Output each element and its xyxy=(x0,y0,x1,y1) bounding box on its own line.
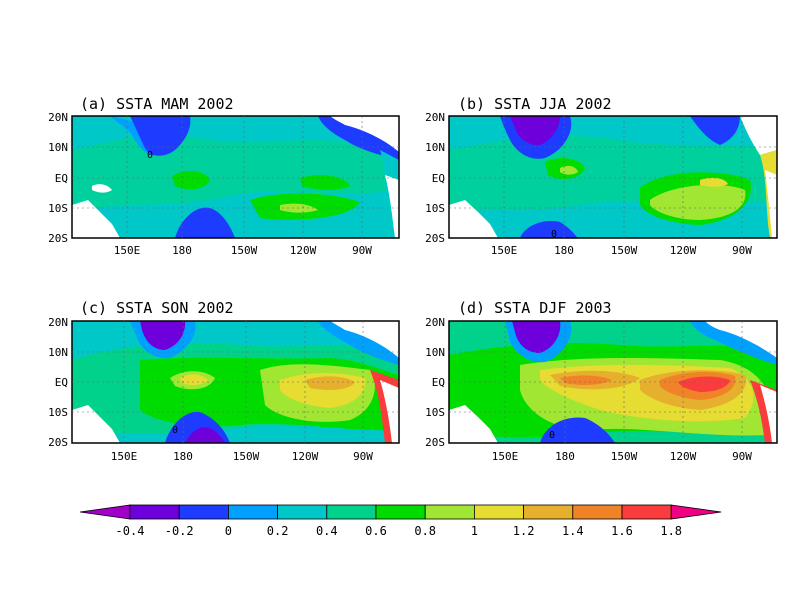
colorbar-swatch xyxy=(326,504,377,520)
x-tick-label: 120W xyxy=(670,450,697,463)
colorbar-tick-label: 1.4 xyxy=(562,524,584,538)
colorbar-swatch xyxy=(473,504,524,520)
panel-a-frame xyxy=(71,115,400,239)
colorbar-tick-label: 1 xyxy=(471,524,478,538)
colorbar-swatch xyxy=(670,504,722,520)
colorbar-swatch xyxy=(227,504,278,520)
y-tick-label: 10S xyxy=(48,202,68,215)
x-tick-label: 90W xyxy=(353,450,373,463)
colorbar-tick-label: 1.2 xyxy=(513,524,535,538)
y-tick-label: 10N xyxy=(425,141,445,154)
colorbar-tick-label: 0 xyxy=(225,524,232,538)
x-tick-label: 150W xyxy=(231,244,258,257)
panel-b-title: (b) SSTA JJA 2002 xyxy=(458,95,612,113)
colorbar-tick-label: 1.8 xyxy=(660,524,682,538)
panel-d-title: (d) SSTA DJF 2003 xyxy=(458,299,612,317)
x-tick-label: 90W xyxy=(732,244,752,257)
panel-c-title: (c) SSTA SON 2002 xyxy=(80,299,234,317)
panel-d-gridlines xyxy=(449,321,777,443)
y-tick-label: 10S xyxy=(425,202,445,215)
colorbar-swatch xyxy=(129,504,180,520)
x-tick-label: 120W xyxy=(670,244,697,257)
contour-label: 0 xyxy=(147,150,153,161)
contour-label: 0 xyxy=(551,229,557,240)
colorbar-swatch xyxy=(621,504,672,520)
y-tick-label: 10N xyxy=(48,346,68,359)
colorbar-tick-label: -0.4 xyxy=(116,524,145,538)
x-tick-label: 120W xyxy=(290,244,317,257)
y-tick-label: 10N xyxy=(425,346,445,359)
contour-label: 0 xyxy=(172,425,178,436)
y-tick-label: 10S xyxy=(425,406,445,419)
panel-a: (a) SSTA MAM 2002 0 20N 10N xyxy=(48,95,400,257)
x-tick-label: 150W xyxy=(611,450,638,463)
colorbar-swatch xyxy=(424,504,475,520)
panel-d-x-axis: 150E 180 150W 120W 90W xyxy=(492,450,753,463)
x-tick-label: 180 xyxy=(554,244,574,257)
y-tick-label: EQ xyxy=(432,376,445,389)
colorbar-swatch xyxy=(79,504,131,520)
panel-b: (b) SSTA JJA 2002 0 20N 10N xyxy=(425,95,778,257)
y-tick-label: 20N xyxy=(425,111,445,124)
y-tick-label: 20S xyxy=(425,436,445,449)
panel-c-y-axis: 20N 10N EQ 10S 20S xyxy=(48,316,68,449)
colorbar-tick-label: -0.2 xyxy=(165,524,194,538)
colorbar-tick-label: 1.6 xyxy=(611,524,633,538)
panel-c: (c) SSTA SON 2002 0 20N xyxy=(48,299,400,463)
colorbar: -0.4 -0.2 0 0.2 0.4 0.6 0.8 1 1.2 1.4 1.6 1.8 xyxy=(79,504,722,538)
colorbar-tick-label: 0.8 xyxy=(414,524,436,538)
colorbar-tick-label: 0.4 xyxy=(316,524,338,538)
panel-a-y-axis: 20N 10N EQ 10S 20S xyxy=(48,111,68,245)
y-tick-label: 20S xyxy=(48,436,68,449)
panel-b-gridlines xyxy=(449,116,777,238)
y-tick-label: 20N xyxy=(48,316,68,329)
panel-a-title: (a) SSTA MAM 2002 xyxy=(80,95,234,113)
colorbar-swatches xyxy=(79,504,722,520)
panel-c-x-axis: 150E 180 150W 120W 90W xyxy=(111,450,374,463)
panel-a-x-axis: 150E 180 150W 120W 90W xyxy=(114,244,373,257)
x-tick-label: 150E xyxy=(491,244,518,257)
x-tick-label: 150E xyxy=(114,244,141,257)
colorbar-swatch xyxy=(375,504,426,520)
y-tick-label: EQ xyxy=(432,172,445,185)
y-tick-label: 10N xyxy=(48,141,68,154)
x-tick-label: 150W xyxy=(611,244,638,257)
x-tick-label: 150W xyxy=(233,450,260,463)
panel-b-y-axis: 20N 10N EQ 10S 20S xyxy=(425,111,445,245)
colorbar-swatch xyxy=(572,504,623,520)
x-tick-label: 150E xyxy=(492,450,519,463)
panel-a-gridlines xyxy=(72,116,399,238)
panel-d: (d) SSTA DJF 2003 0 20N xyxy=(425,299,778,463)
colorbar-tick-label: 0.2 xyxy=(267,524,289,538)
colorbar-swatch xyxy=(277,504,328,520)
x-tick-label: 180 xyxy=(173,450,193,463)
colorbar-swatch xyxy=(178,504,229,520)
x-tick-label: 180 xyxy=(172,244,192,257)
panel-c-gridlines xyxy=(72,321,399,443)
colorbar-tick-label: 0.6 xyxy=(365,524,387,538)
colorbar-swatch xyxy=(523,504,574,520)
panel-b-frame xyxy=(448,115,778,239)
x-tick-label: 120W xyxy=(292,450,319,463)
colorbar-labels: -0.4 -0.2 0 0.2 0.4 0.6 0.8 1 1.2 1.4 1.6 1.8 xyxy=(116,524,682,538)
y-tick-label: 20S xyxy=(48,232,68,245)
y-tick-label: EQ xyxy=(55,172,68,185)
y-tick-label: 20N xyxy=(425,316,445,329)
y-tick-label: 20N xyxy=(48,111,68,124)
y-tick-label: 10S xyxy=(48,406,68,419)
y-tick-label: 20S xyxy=(425,232,445,245)
x-tick-label: 90W xyxy=(732,450,752,463)
y-tick-label: EQ xyxy=(55,376,68,389)
x-tick-label: 180 xyxy=(555,450,575,463)
contour-label: 0 xyxy=(549,430,555,441)
panel-d-y-axis: 20N 10N EQ 10S 20S xyxy=(425,316,445,449)
x-tick-label: 90W xyxy=(352,244,372,257)
panel-b-x-axis: 150E 180 150W 120W 90W xyxy=(491,244,753,257)
x-tick-label: 150E xyxy=(111,450,138,463)
